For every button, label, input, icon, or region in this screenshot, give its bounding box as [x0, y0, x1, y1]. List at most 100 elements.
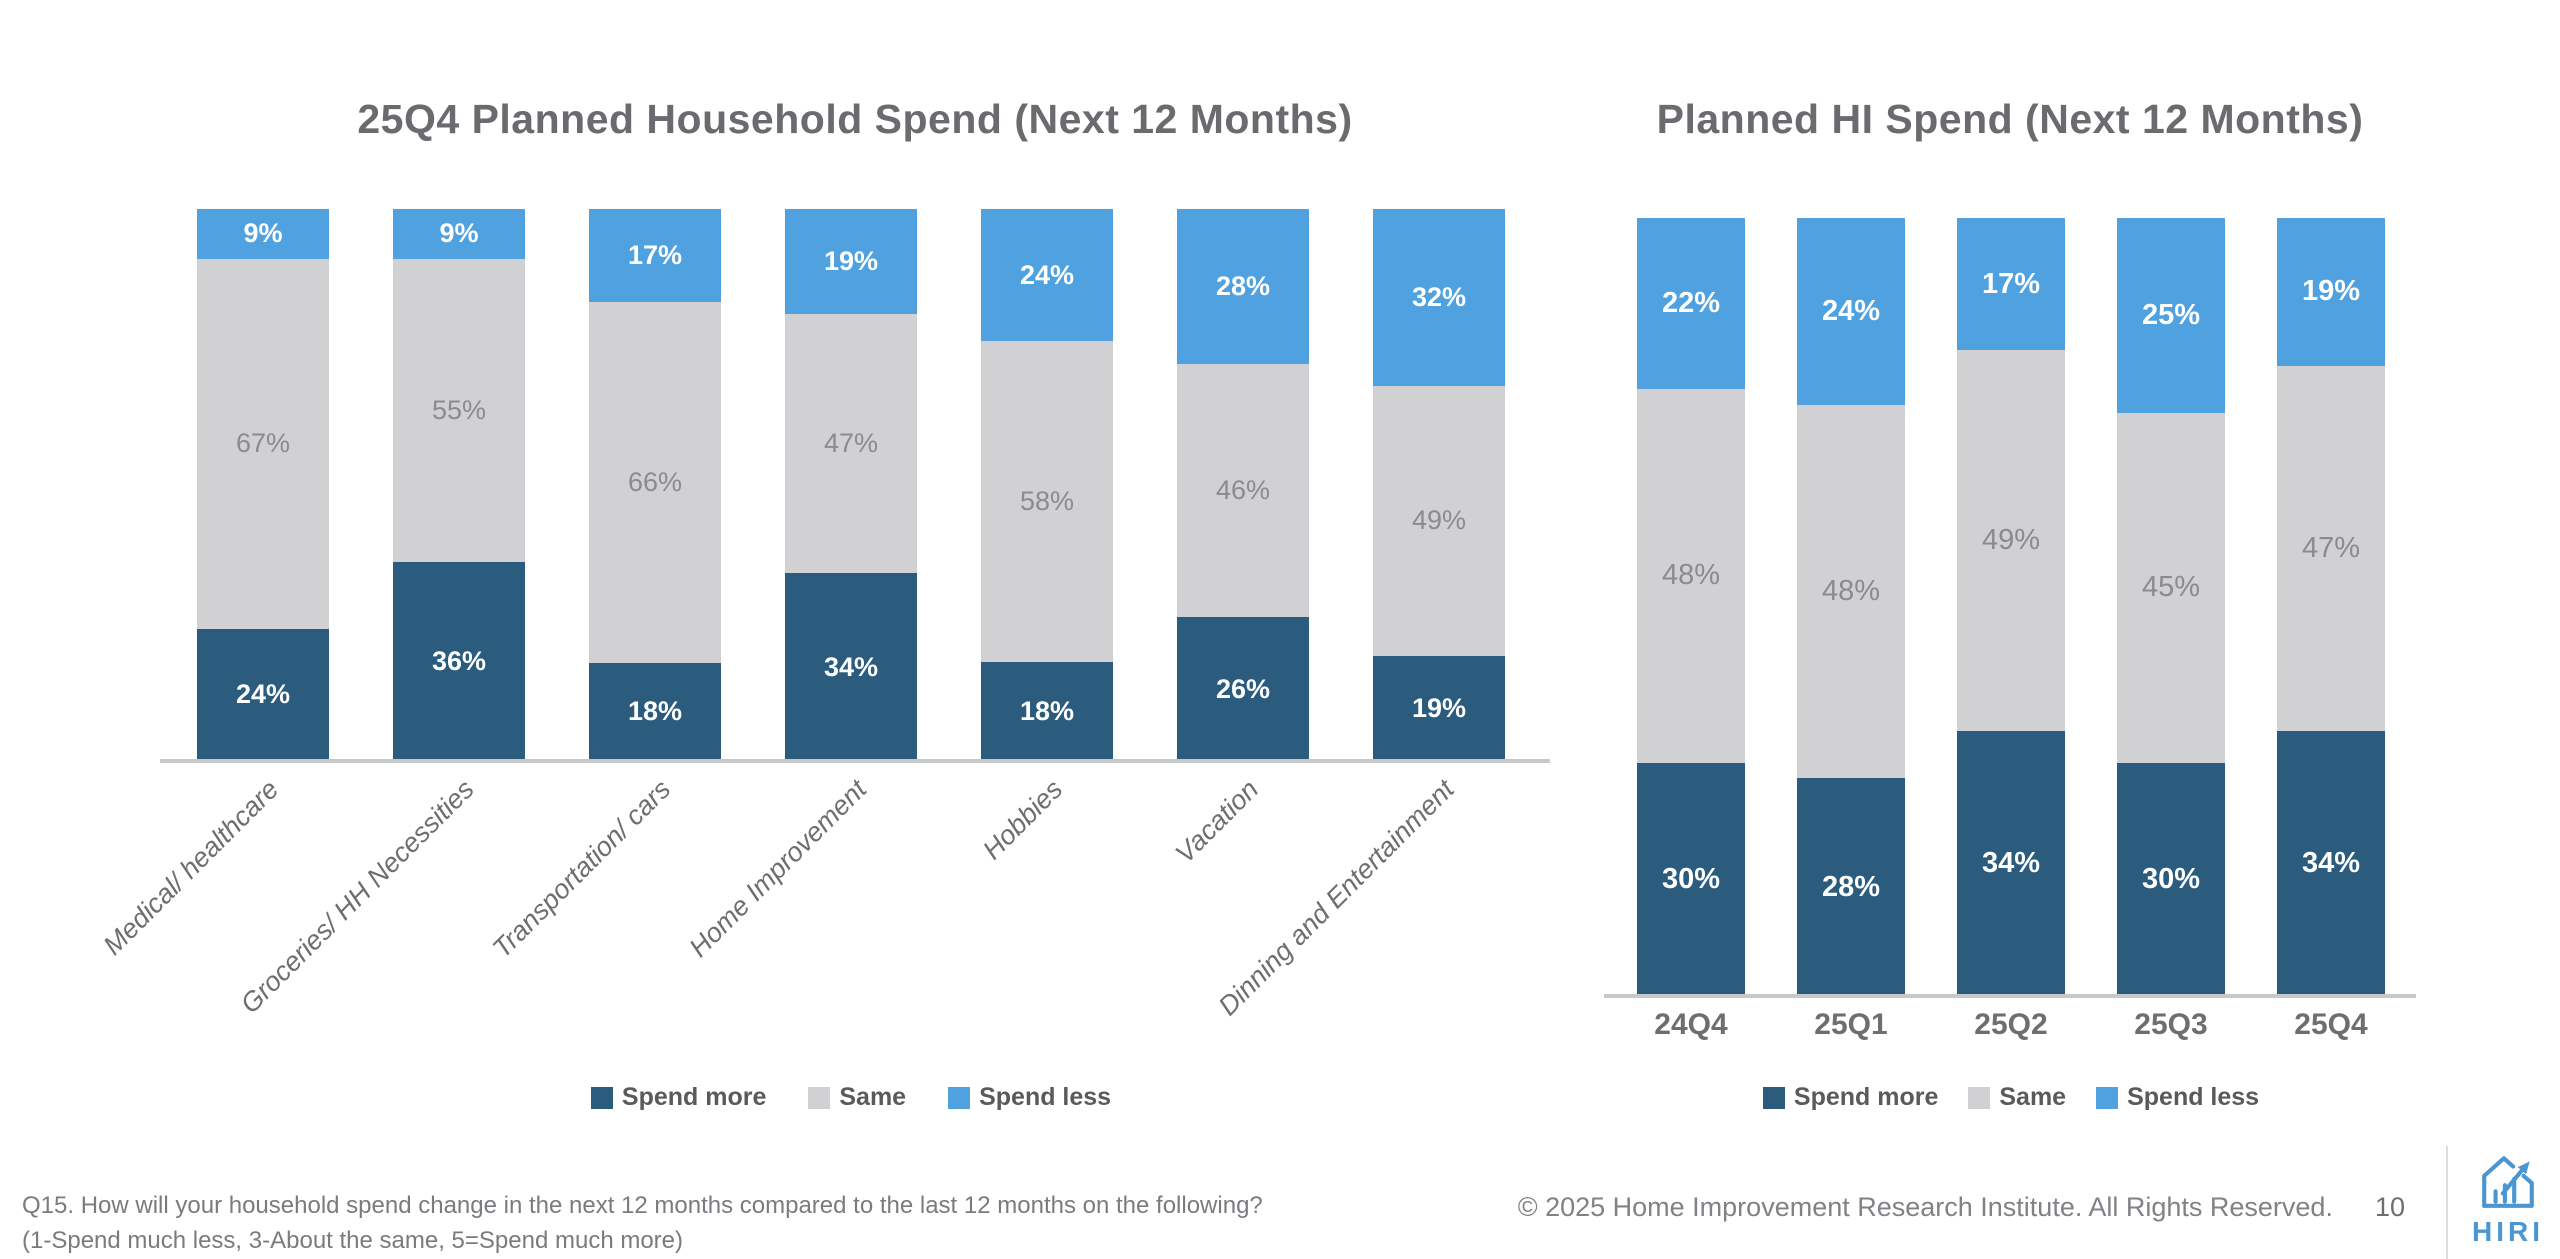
- hi-spend-stacked-bar-chart: 22% 48% 30% 24% 48% 28% 17% 49% 34% 25% 45% 30% 19% 4…: [1637, 218, 2385, 996]
- segment-value-label: 24%: [1019, 259, 1075, 290]
- category-label: 25Q3: [2134, 1008, 2208, 1041]
- category-label: Groceries/ HH Necessities: [235, 774, 481, 1020]
- segment-value-label: 28%: [1215, 270, 1271, 301]
- segment-value-label: 17%: [627, 239, 683, 270]
- footer-right: © 2025 Home Improvement Research Institu…: [1400, 1192, 2405, 1223]
- legend-swatch: [1968, 1086, 1991, 1109]
- segment-spend-less: 17%: [1957, 218, 2065, 351]
- stacked-bar: 24% 48% 28%: [1797, 218, 1905, 996]
- legend-item: Same: [808, 1083, 906, 1112]
- category-label: 25Q1: [1814, 1008, 1888, 1041]
- category-label: Home Improvement: [683, 774, 873, 963]
- segment-value-label: 22%: [1661, 287, 1721, 320]
- segment-value-label: 34%: [2301, 847, 2361, 880]
- legend-swatch: [2096, 1086, 2119, 1109]
- footer-divider: [2446, 1146, 2448, 1259]
- footnote: Q15. How will your household spend chang…: [22, 1188, 1263, 1258]
- segment-spend-less: 17%: [589, 209, 721, 302]
- category-label: Transportation/ cars: [486, 774, 677, 964]
- right-chart-x-axis-line: [1604, 994, 2416, 998]
- segment-spend-more: 36%: [393, 562, 525, 761]
- segment-spend-more: 34%: [1957, 731, 2065, 996]
- segment-spend-more: 30%: [2117, 762, 2225, 996]
- right-chart-title: Planned HI Spend (Next 12 Months): [1656, 96, 2364, 142]
- legend-swatch: [948, 1086, 971, 1109]
- segment-spend-more: 30%: [1637, 762, 1745, 996]
- stacked-bar: 22% 48% 30%: [1637, 218, 1745, 996]
- segment-value-label: 30%: [1661, 862, 1721, 895]
- segment-spend-more: 19%: [1373, 656, 1505, 761]
- segment-spend-less: 25%: [2117, 218, 2225, 413]
- segment-spend-more: 28%: [1797, 778, 1905, 996]
- segment-spend-less: 19%: [785, 209, 917, 314]
- hiri-house-chart-icon: [2482, 1156, 2534, 1208]
- segment-value-label: 9%: [243, 218, 283, 249]
- segment-value-label: 34%: [823, 651, 879, 682]
- segment-spend-less: 9%: [197, 209, 329, 259]
- segment-value-label: 45%: [2141, 571, 2201, 604]
- stacked-bar: 17% 66% 18%: [589, 209, 721, 761]
- segment-spend-more: 24%: [197, 628, 329, 762]
- legend-item: Same: [1968, 1083, 2066, 1112]
- footnote-line-2: (1-Spend much less, 3-About the same, 5=…: [22, 1227, 684, 1254]
- segment-value-label: 17%: [1981, 267, 2041, 300]
- category-label: Dinning and Entertainment: [1212, 774, 1461, 1022]
- segment-same: 46%: [1177, 363, 1309, 618]
- segment-same: 49%: [1957, 350, 2065, 732]
- stacked-bar: 19% 47% 34%: [2277, 218, 2385, 996]
- left-chart-category-labels: Medical/ healthcare Groceries/ HH Necessi…: [97, 774, 1505, 1074]
- segment-value-label: 19%: [1411, 693, 1467, 724]
- segment-spend-less: 19%: [2277, 218, 2385, 366]
- stacked-bar: 9% 67% 24%: [197, 209, 329, 762]
- segment-value-label: 36%: [431, 646, 487, 677]
- stacked-bar: 19% 47% 34%: [785, 209, 917, 761]
- legend-swatch: [808, 1086, 831, 1109]
- legend-label: Same: [839, 1083, 907, 1111]
- right-chart-legend: Spend more Same Spend less: [1637, 1083, 2385, 1112]
- copyright-text: © 2025 Home Improvement Research Institu…: [1517, 1192, 2333, 1222]
- segment-value-label: 66%: [627, 466, 683, 497]
- segment-spend-more: 18%: [981, 661, 1113, 761]
- page-number: 10: [2374, 1192, 2405, 1222]
- segment-value-label: 49%: [1981, 524, 2041, 557]
- legend-item: Spend less: [948, 1083, 1111, 1112]
- segment-same: 48%: [1797, 404, 1905, 779]
- segment-spend-more: 34%: [785, 573, 917, 761]
- segment-value-label: 47%: [823, 428, 879, 459]
- segment-value-label: 46%: [1215, 475, 1271, 506]
- legend-label: Spend less: [2127, 1083, 2260, 1111]
- segment-same: 48%: [1637, 389, 1745, 763]
- segment-value-label: 24%: [1821, 294, 1881, 327]
- segment-value-label: 55%: [431, 394, 487, 425]
- segment-value-label: 48%: [1661, 559, 1721, 592]
- segment-value-label: 34%: [1981, 847, 2041, 880]
- segment-same: 66%: [589, 301, 721, 663]
- left-chart-legend: Spend more Same Spend less: [197, 1083, 1505, 1112]
- hiri-logo-text: HIRI: [2472, 1216, 2544, 1247]
- segment-spend-more: 18%: [589, 662, 721, 761]
- legend-label: Spend more: [621, 1083, 767, 1111]
- stacked-bar: 24% 58% 18%: [981, 209, 1113, 761]
- segment-same: 47%: [2277, 365, 2385, 732]
- segment-same: 45%: [2117, 412, 2225, 763]
- segment-value-label: 18%: [627, 696, 683, 727]
- category-label: 25Q2: [1974, 1008, 2048, 1041]
- legend-item: Spend more: [590, 1083, 767, 1112]
- segment-spend-less: 22%: [1637, 218, 1745, 390]
- segment-same: 47%: [785, 313, 917, 574]
- stacked-bar: 32% 49% 19%: [1373, 209, 1505, 761]
- category-label: 24Q4: [1654, 1008, 1728, 1041]
- legend-label: Same: [1999, 1083, 2067, 1111]
- legend-label: Spend less: [979, 1083, 1112, 1111]
- category-label: Vacation: [1169, 774, 1265, 869]
- left-chart-title: 25Q4 Planned Household Spend (Next 12 Mo…: [357, 96, 1353, 142]
- segment-spend-less: 9%: [393, 209, 525, 259]
- legend-swatch: [1762, 1086, 1785, 1109]
- segment-spend-more: 26%: [1177, 617, 1309, 761]
- segment-value-label: 58%: [1019, 486, 1075, 517]
- hiri-logo: HIRI: [2458, 1150, 2558, 1248]
- segment-same: 49%: [1373, 385, 1505, 657]
- legend-label: Spend more: [1793, 1083, 1939, 1111]
- household-spend-stacked-bar-chart: 9% 67% 24% 9% 55% 36% 17% 66% 18% 19% 47% 34% 24% 58%…: [197, 209, 1505, 762]
- stacked-bar: 25% 45% 30%: [2117, 218, 2225, 996]
